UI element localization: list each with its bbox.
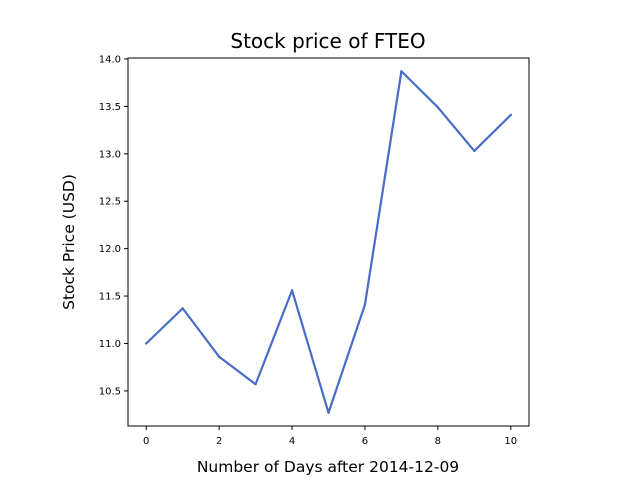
x-tick-label-2: 4 xyxy=(289,436,295,447)
x-tick-label-1: 2 xyxy=(216,436,222,447)
x-axis: 0 2 4 6 8 10 xyxy=(143,426,517,447)
y-tick-label-6: 13.5 xyxy=(99,102,121,113)
data-point-8 xyxy=(436,106,440,109)
y-tick-label-7: 14.0 xyxy=(99,54,121,65)
y-tick-label-4: 12.5 xyxy=(99,197,121,208)
x-tick-label-5: 10 xyxy=(504,436,517,447)
data-point-9 xyxy=(473,149,476,153)
y-tick-label-3: 12.0 xyxy=(99,244,121,255)
data-point-6 xyxy=(363,303,367,306)
data-point-7 xyxy=(400,70,403,73)
plot-area xyxy=(145,70,512,414)
x-tick-label-4: 8 xyxy=(435,436,441,447)
x-axis-label: Number of Days after 2014-12-09 xyxy=(197,458,459,476)
y-tick-label-0: 10.5 xyxy=(99,386,121,397)
y-tick-label-5: 13.0 xyxy=(99,149,121,160)
plot-frame xyxy=(127,57,530,427)
chart-title: Stock price of FTEO xyxy=(230,29,425,53)
data-point-0 xyxy=(145,342,148,345)
y-tick-label-2: 11.5 xyxy=(99,292,121,303)
data-point-2 xyxy=(217,355,221,358)
y-axis-label: Stock Price (USD) xyxy=(60,174,78,310)
data-point-1 xyxy=(181,307,184,310)
series-line-0 xyxy=(145,70,512,414)
y-tick-label-1: 11.0 xyxy=(99,339,121,350)
data-point-5 xyxy=(327,411,330,414)
x-tick-label-3: 6 xyxy=(362,436,368,447)
x-tick-label-0: 0 xyxy=(143,436,149,447)
data-point-10 xyxy=(509,113,512,117)
y-axis: 10.5 11.0 11.5 12.0 12.5 13.0 13.5 14.0 xyxy=(99,54,128,397)
data-point-3 xyxy=(254,383,257,386)
data-point-4 xyxy=(290,289,294,292)
